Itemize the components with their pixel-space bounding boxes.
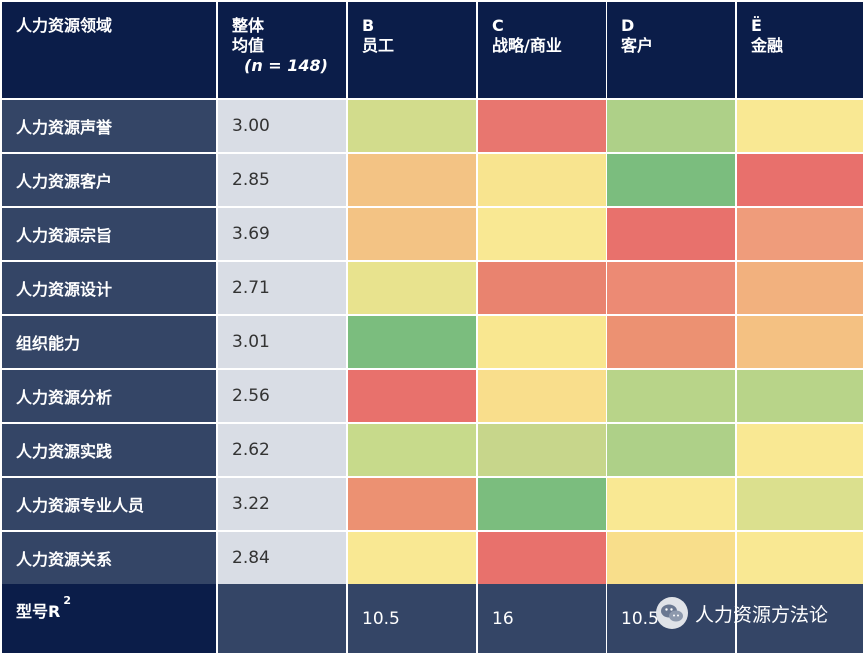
header-mean-line2: 均值 <box>232 36 265 55</box>
heat-cell <box>737 370 863 422</box>
heat-cell <box>607 532 735 584</box>
row-mean: 2.84 <box>218 532 346 584</box>
footer-label-text: 型号R <box>16 602 61 621</box>
header-col-3: Ë 金融 <box>737 2 863 98</box>
footer-value: 10.5 <box>348 584 476 653</box>
heat-cell <box>348 478 476 530</box>
row-mean: 2.71 <box>218 262 346 314</box>
footer-value <box>737 584 863 653</box>
row-label: 人力资源专业人员 <box>2 478 216 530</box>
header-col-label: 员工 <box>362 36 395 55</box>
footer-label: 型号R2 <box>2 584 216 653</box>
heat-cell <box>607 100 735 152</box>
heat-cell <box>607 154 735 206</box>
header-mean-n: (n = 148) <box>244 56 328 75</box>
heat-cell <box>478 100 606 152</box>
footer-value: 16 <box>478 584 606 653</box>
header-col-letter: B <box>362 16 375 35</box>
heat-cell <box>607 316 735 368</box>
row-label: 人力资源关系 <box>2 532 216 584</box>
heat-cell <box>737 154 863 206</box>
heat-cell <box>607 478 735 530</box>
wechat-icon <box>656 597 688 629</box>
heat-cell <box>348 262 476 314</box>
heat-cell <box>478 208 606 260</box>
row-label: 人力资源宗旨 <box>2 208 216 260</box>
footer-mean-empty <box>218 584 346 653</box>
heat-cell <box>348 154 476 206</box>
heat-cell <box>737 208 863 260</box>
row-mean: 3.22 <box>218 478 346 530</box>
header-col-2: D 客户 <box>607 2 735 98</box>
heat-cell <box>737 316 863 368</box>
heat-cell <box>737 424 863 476</box>
header-col-letter: C <box>492 16 504 35</box>
heat-cell <box>348 370 476 422</box>
row-mean: 2.56 <box>218 370 346 422</box>
heat-cell <box>348 208 476 260</box>
row-mean: 3.01 <box>218 316 346 368</box>
row-mean: 3.69 <box>218 208 346 260</box>
heat-cell <box>478 478 606 530</box>
header-col-label: 战略/商业 <box>492 36 562 55</box>
header-col-label: 金融 <box>751 36 784 55</box>
row-label: 人力资源设计 <box>2 262 216 314</box>
watermark-text: 人力资源方法论 <box>695 603 829 626</box>
header-col-letter: Ë <box>751 16 762 35</box>
heat-cell <box>348 316 476 368</box>
row-label: 人力资源实践 <box>2 424 216 476</box>
row-mean: 2.85 <box>218 154 346 206</box>
heat-cell <box>607 262 735 314</box>
heat-cell <box>478 262 606 314</box>
heat-cell <box>478 424 606 476</box>
header-col-letter: D <box>621 16 635 35</box>
heat-cell <box>607 424 735 476</box>
heat-cell <box>737 478 863 530</box>
heat-cell <box>348 424 476 476</box>
row-label: 人力资源客户 <box>2 154 216 206</box>
heat-cell <box>478 370 606 422</box>
row-label: 人力资源声誉 <box>2 100 216 152</box>
heat-cell <box>478 316 606 368</box>
heat-cell <box>478 154 606 206</box>
footer-value: 10.5 <box>607 584 735 653</box>
watermark: 人力资源方法论 <box>655 596 828 630</box>
header-area-label: 人力资源领域 <box>16 16 113 35</box>
header-mean-line1: 整体 <box>232 16 265 35</box>
header-col-1: C 战略/商业 <box>478 2 606 98</box>
heat-cell <box>478 532 606 584</box>
header-col-label: 客户 <box>621 36 654 55</box>
heat-cell <box>737 262 863 314</box>
heat-cell <box>607 370 735 422</box>
header-col-0: B 员工 <box>348 2 476 98</box>
row-mean: 3.00 <box>218 100 346 152</box>
row-mean: 2.62 <box>218 424 346 476</box>
heat-cell <box>737 532 863 584</box>
row-label: 组织能力 <box>2 316 216 368</box>
header-area: 人力资源领域 <box>2 2 216 98</box>
heat-cell <box>737 100 863 152</box>
row-label: 人力资源分析 <box>2 370 216 422</box>
heat-cell <box>348 100 476 152</box>
header-mean: 整体 均值 (n = 148) <box>218 2 346 98</box>
heat-cell <box>607 208 735 260</box>
heat-cell <box>348 532 476 584</box>
footer-label-sup: 2 <box>63 594 71 607</box>
